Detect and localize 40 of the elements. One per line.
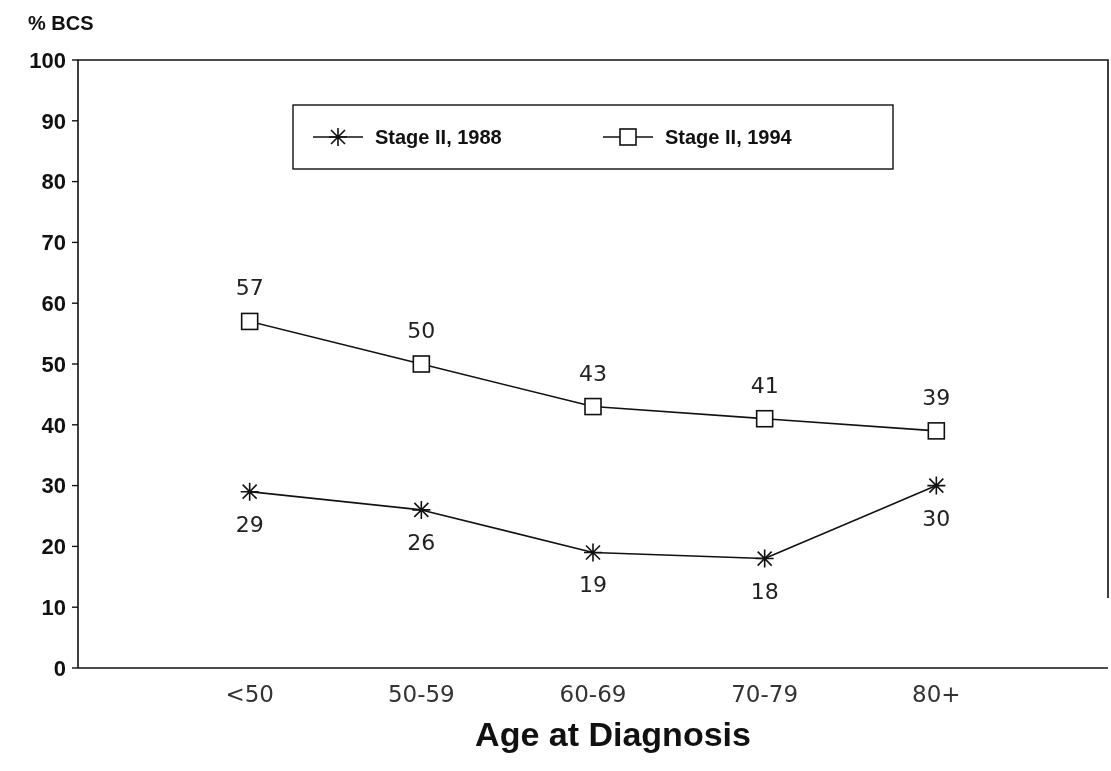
point <box>583 542 603 563</box>
legend-label: Stage II, 1994 <box>665 126 793 148</box>
y-tick-label: 50 <box>41 351 66 377</box>
point <box>926 475 947 496</box>
point <box>755 409 774 428</box>
x-tick-label: 60-69 <box>559 681 627 707</box>
y-tick-label: 20 <box>41 534 66 560</box>
data-label: 19 <box>579 572 607 598</box>
y-tick-label: 70 <box>41 230 66 256</box>
data-label: 29 <box>235 511 264 537</box>
data-label: 41 <box>750 372 779 398</box>
point <box>927 422 946 440</box>
data-label: 50 <box>407 318 436 343</box>
y-tick-label: 90 <box>41 108 66 134</box>
x-tick-label: <50 <box>225 681 274 707</box>
point <box>239 481 260 502</box>
point <box>240 312 259 331</box>
data-label: 43 <box>579 360 607 386</box>
y-tick-label: 0 <box>53 655 66 681</box>
point <box>411 500 432 520</box>
y-tick-label: 80 <box>41 169 66 195</box>
y-axis-title: % BCS <box>28 12 94 34</box>
data-label: 57 <box>235 275 264 301</box>
y-tick-label: 40 <box>41 412 66 438</box>
point <box>584 397 602 416</box>
y-tick-label: 60 <box>41 290 66 316</box>
point <box>754 548 775 569</box>
x-tick-label: 80+ <box>912 681 961 707</box>
data-label: 30 <box>922 505 951 531</box>
y-tick-label: 100 <box>29 47 66 73</box>
point <box>412 355 431 373</box>
x-tick-label: 70-79 <box>731 681 799 707</box>
y-tick-label: 30 <box>41 473 66 499</box>
data-label: 39 <box>922 384 951 410</box>
x-axis-title: Age at Diagnosis <box>475 715 751 753</box>
x-tick-label: 50-59 <box>387 681 455 707</box>
y-tick-label: 10 <box>41 594 66 620</box>
data-label: 26 <box>407 529 436 555</box>
data-label: 18 <box>750 578 779 604</box>
legend-label: Stage II, 1988 <box>375 126 502 148</box>
